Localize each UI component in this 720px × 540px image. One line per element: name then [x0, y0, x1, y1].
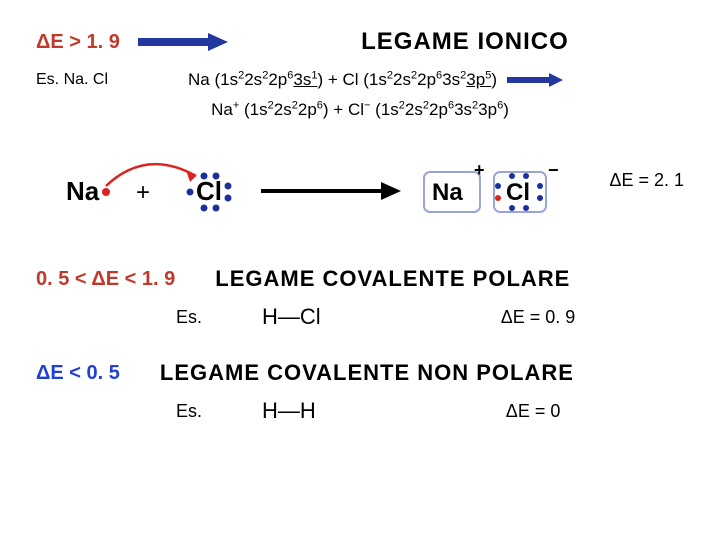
example-label: Es.	[176, 307, 202, 328]
polar-header-row: 0. 5 < ΔE < 1. 9 LEGAME COVALENTE POLARE	[36, 266, 684, 292]
nonpolar-header-row: ΔE < 0. 5 LEGAME COVALENTE NON POLARE	[36, 360, 684, 386]
ionic-header-row: ΔE > 1. 9 LEGAME IONICO	[36, 28, 684, 56]
ionic-heading: LEGAME IONICO	[361, 28, 569, 56]
polar-covalent-section: 0. 5 < ΔE < 1. 9 LEGAME COVALENTE POLARE…	[36, 266, 684, 330]
ion-products: Na+ (1s22s22p6) + Cl− (1s22s22p63s23p6)	[211, 100, 509, 120]
svg-text:Na: Na	[432, 179, 463, 206]
ion-transfer-diagram: Na + Cl Na	[36, 142, 684, 232]
ionic-condition: ΔE > 1. 9	[36, 31, 120, 54]
lewis-diagram-icon: Na + Cl Na	[36, 142, 684, 232]
example-label: Es.	[176, 401, 202, 422]
polar-de-value: ΔE = 0. 9	[501, 307, 576, 328]
polar-example-line: Es. H—Cl ΔE = 0. 9	[176, 304, 684, 330]
nonpolar-covalent-section: ΔE < 0. 5 LEGAME COVALENTE NON POLARE Es…	[36, 360, 684, 424]
ionic-de-value: ΔE = 2. 1	[609, 170, 684, 191]
nonpolar-example-line: Es. H—H ΔE = 0	[176, 398, 684, 424]
nonpolar-heading: LEGAME COVALENTE NON POLARE	[160, 360, 574, 386]
svg-text:−: −	[548, 160, 559, 180]
svg-text:Na: Na	[66, 176, 100, 206]
svg-text:+: +	[136, 179, 150, 206]
ion-products-line: Na+ (1s22s22p6) + Cl− (1s22s22p63s23p6)	[36, 100, 684, 120]
arrow-icon	[507, 73, 563, 87]
example-label: Es. Na. Cl	[36, 71, 108, 89]
svg-text:+: +	[474, 160, 485, 180]
na-config: Na (1s22s22p63s1) + Cl (1s22s22p63s23p5)	[188, 70, 497, 90]
nonpolar-de-value: ΔE = 0	[506, 401, 561, 422]
polar-molecule: H—Cl	[262, 304, 321, 330]
nonpolar-condition: ΔE < 0. 5	[36, 362, 120, 385]
svg-text:Cl: Cl	[506, 179, 530, 206]
polar-heading: LEGAME COVALENTE POLARE	[215, 266, 570, 292]
polar-condition: 0. 5 < ΔE < 1. 9	[36, 268, 175, 291]
slide: ΔE > 1. 9 LEGAME IONICO Es. Na. Cl Na (1…	[0, 0, 720, 540]
svg-text:Cl: Cl	[196, 176, 222, 206]
nonpolar-molecule: H—H	[262, 398, 316, 424]
arrow-icon	[138, 33, 228, 51]
ionic-example-line: Es. Na. Cl Na (1s22s22p63s1) + Cl (1s22s…	[36, 70, 684, 90]
